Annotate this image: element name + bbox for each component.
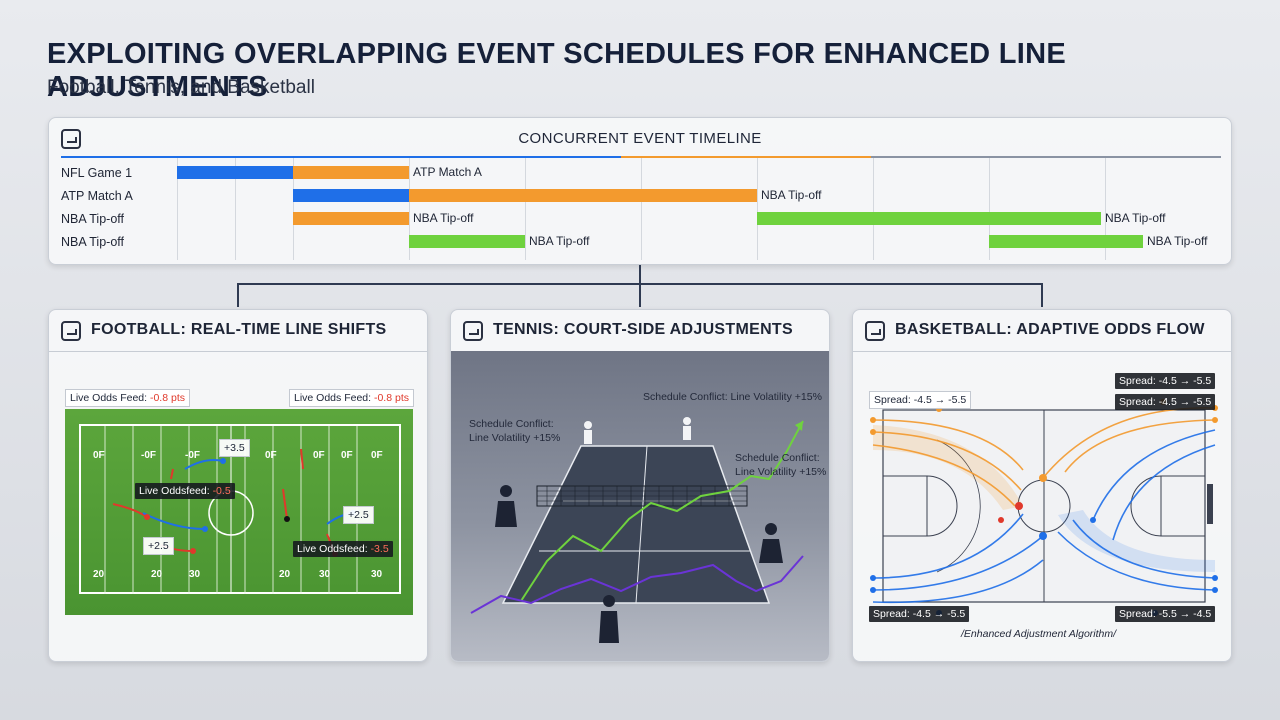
- yard-label: 0F: [341, 450, 353, 461]
- timeline-bar-atp-blue[interactable]: [293, 189, 409, 202]
- yard-label: 30: [189, 569, 201, 580]
- bar-label-atp-match-a: ATP Match A: [413, 165, 482, 179]
- chart-icon: [463, 321, 483, 341]
- yard-label: 20: [93, 569, 105, 580]
- timeline-bar-nfl[interactable]: [177, 166, 293, 179]
- timeline-bar-atp-overlap[interactable]: [293, 166, 409, 179]
- odds-value-tag: +3.5: [219, 439, 250, 457]
- yard-label: -0F: [141, 450, 156, 461]
- football-title: FOOTBALL: REAL-TIME LINE SHIFTS: [91, 321, 387, 338]
- timeline-bar-nba-orange[interactable]: [293, 212, 409, 225]
- page-subtitle: Football, Tennis, and Basketball: [47, 77, 315, 98]
- football-field: 0F -0F -0F 0F 0F 0F 0F 20 20 30 20 30 30…: [65, 409, 413, 615]
- chart-icon: [61, 129, 81, 149]
- timeline-title: CONCURRENT EVENT TIMELINE: [518, 130, 762, 147]
- spread-tag-top-right-2: Spread: -4.5 → -5.5: [1115, 394, 1216, 410]
- row-label-atp-match-a: ATP Match A: [61, 189, 133, 203]
- page-title: EXPLOITING OVERLAPPING EVENT SCHEDULES F…: [47, 38, 1067, 103]
- yard-label: 20: [151, 569, 163, 580]
- chart-icon: [865, 321, 885, 341]
- odds-value-tag: +2.5: [143, 537, 174, 555]
- bar-label-nba-tip-off-e: NBA Tip-off: [1147, 234, 1208, 248]
- yard-label: 20: [279, 569, 291, 580]
- bar-label-nba-tip-off-a: NBA Tip-off: [761, 188, 822, 202]
- yard-label: 0F: [93, 450, 105, 461]
- timeline-bar-nba-green[interactable]: [757, 212, 1101, 225]
- tennis-court: [470, 417, 804, 643]
- yard-label: 0F: [265, 450, 277, 461]
- tennis-annotation-left: Schedule Conflict: Line Volatility +15%: [469, 418, 561, 444]
- timeline-axis: [61, 156, 621, 158]
- tennis-title: TENNIS: COURT-SIDE ADJUSTMENTS: [493, 321, 793, 338]
- basketball-panel: BASKETBALL: ADAPTIVE ODDS FLOW: [852, 309, 1232, 662]
- connector-bar: [237, 283, 1043, 285]
- algorithm-caption: /Enhanced Adjustment Algorithm/: [961, 628, 1117, 640]
- connector-right: [1041, 283, 1043, 307]
- tennis-annotation-top: Schedule Conflict: Line Volatility +15%: [643, 391, 822, 403]
- timeline-bar-nba-green-2[interactable]: [409, 235, 525, 248]
- timeline-bar-atp-orange[interactable]: [409, 189, 757, 202]
- spread-tag-bottom-left: Spread: -4.5 → -5.5: [869, 606, 970, 622]
- yard-label: 30: [371, 569, 383, 580]
- yard-label: 30: [319, 569, 331, 580]
- timeline-bar-nba-green-3[interactable]: [989, 235, 1143, 248]
- row-label-nfl-game-1: NFL Game 1: [61, 166, 133, 180]
- spread-tag-top-right-1: Spread: -4.5 → -5.5: [1115, 373, 1216, 389]
- spread-tag-top-left: Spread: -4.5 → -5.5: [869, 391, 972, 409]
- timeline-card: CONCURRENT EVENT TIMELINE NFL Game 1 ATP…: [48, 117, 1232, 265]
- live-odds-tag: Live Oddsfeed: -3.5: [293, 541, 393, 557]
- tennis-scene: Schedule Conflict: Line Volatility +15% …: [451, 351, 829, 661]
- live-odds-feed-tag: Live Odds Feed: -0.8 pts: [65, 389, 190, 407]
- yard-label: -0F: [185, 450, 200, 461]
- football-panel: FOOTBALL: REAL-TIME LINE SHIFTS: [48, 309, 428, 662]
- connector-left: [237, 283, 239, 307]
- connector-stem: [639, 265, 641, 307]
- bar-label-nba-tip-off-c: NBA Tip-off: [1105, 211, 1166, 225]
- live-odds-tag: Live Oddsfeed: -0.5: [135, 483, 235, 499]
- spread-tag-bottom-right: Spread: -5.5 → -4.5: [1115, 606, 1216, 622]
- live-odds-feed-tag: Live Odds Feed: -0.8 pts: [289, 389, 414, 407]
- tennis-panel: TENNIS: COURT-SIDE ADJUSTMENTS: [450, 309, 830, 662]
- tennis-annotation-right: Schedule Conflict: Line Volatility +15%: [735, 452, 827, 478]
- yard-label: 0F: [371, 450, 383, 461]
- bar-label-nba-tip-off-b: NBA Tip-off: [413, 211, 474, 225]
- chart-icon: [61, 321, 81, 341]
- yard-label: 0F: [313, 450, 325, 461]
- basketball-title: BASKETBALL: ADAPTIVE ODDS FLOW: [895, 321, 1205, 338]
- odds-value-tag: +2.5: [343, 506, 374, 524]
- bar-label-nba-tip-off-d: NBA Tip-off: [529, 234, 590, 248]
- row-label-nba-tip-off-1: NBA Tip-off: [61, 212, 124, 226]
- row-label-nba-tip-off-2: NBA Tip-off: [61, 235, 124, 249]
